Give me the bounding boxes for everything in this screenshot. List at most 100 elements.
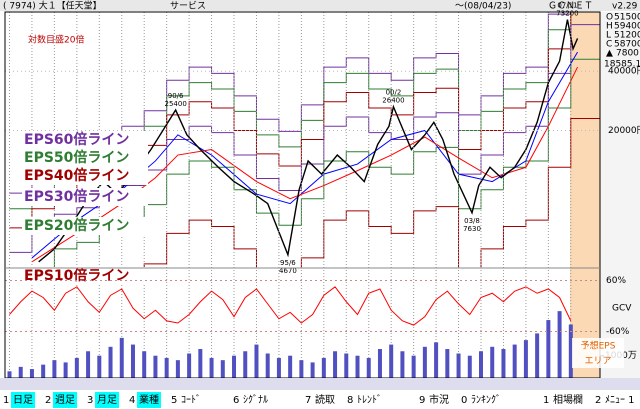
volume-bar	[220, 360, 225, 378]
menu-item[interactable]: 2 ﾒﾆｭｰ 1	[595, 395, 635, 406]
volume-bar	[456, 353, 461, 378]
menu-item[interactable]: 0 ﾗﾝｷﾝｸﾞ	[461, 394, 501, 406]
volume-bar	[299, 360, 304, 378]
volume-bar	[142, 351, 147, 378]
stock-code: ( 7974) 大１【任天堂】	[3, 0, 102, 12]
menu-item[interactable]: 8 ﾄﾚﾝﾄﾞ	[347, 394, 382, 406]
menu-label: 月足	[97, 394, 117, 406]
menu-item[interactable]: 2 週足	[45, 392, 77, 408]
menu-key: 2	[595, 395, 601, 406]
eps-label-bg	[22, 149, 148, 167]
menu-key: 7	[305, 395, 311, 406]
menu-key: 5	[171, 395, 177, 406]
menu-label: ﾗﾝｷﾝｸﾞ	[471, 394, 501, 406]
header-bar	[0, 0, 640, 11]
annotation-value: 4670	[279, 267, 297, 275]
eps-label: EPS60倍ライン	[24, 131, 129, 148]
eps-label: EPS10倍ライン	[24, 267, 129, 284]
menu-key: 9	[419, 395, 425, 406]
gcv-tick-label: 60%	[606, 276, 626, 286]
volume-bar	[209, 357, 214, 378]
date: 〜(08/04/23)	[455, 2, 511, 12]
annotation-date: 90/6	[168, 92, 184, 100]
menu-label: 業種	[139, 393, 159, 406]
right-panel	[600, 12, 640, 378]
volume-bar	[119, 337, 124, 378]
volume-bar	[175, 360, 180, 378]
y-tick-label: 40000円	[608, 66, 640, 77]
volume-bar	[355, 355, 360, 378]
eps-label-bg	[22, 167, 148, 185]
menu-key: 1	[3, 395, 9, 406]
menu-item[interactable]: 5 ｺｰﾄﾞ	[171, 394, 201, 406]
volume-bar	[288, 355, 293, 378]
volume-bar	[411, 355, 416, 378]
volume-bar	[366, 357, 371, 378]
change: 7800	[616, 49, 639, 59]
menu-key: 0	[461, 395, 467, 406]
ohlc-value: 58700	[614, 40, 640, 50]
volume-bar	[41, 364, 46, 378]
annotation-date: 07/11	[557, 2, 577, 10]
volume-bar	[310, 362, 315, 378]
volume-bar	[198, 349, 203, 378]
year-band	[0, 378, 640, 390]
menu-label: ﾄﾚﾝﾄﾞ	[357, 394, 382, 406]
volume-bar	[153, 355, 158, 378]
ohlc-value: 51200	[614, 31, 640, 41]
menu-item[interactable]: 4 業種	[129, 392, 161, 408]
eps-label: EPS20倍ライン	[24, 217, 129, 234]
volume-bar	[254, 344, 259, 378]
annotation-date: 00/2	[386, 89, 402, 97]
brand: ＧＣＮＥＴ	[548, 2, 593, 12]
volume-bar	[130, 344, 135, 378]
menu-item[interactable]: 9 市況	[419, 393, 449, 406]
annotation-date: 95/6	[280, 259, 296, 267]
eps-label-bg	[22, 131, 148, 149]
menu-highlight	[95, 392, 119, 408]
version: v2.29	[612, 2, 638, 12]
sector: サービス	[170, 1, 206, 12]
volume-bar	[490, 346, 495, 378]
menu-item[interactable]: 6 ｼｸﾞﾅﾙ	[233, 394, 268, 406]
gcv-label: GCV	[612, 304, 632, 314]
menu-item[interactable]: 7 読取	[305, 393, 335, 406]
volume-bar	[232, 355, 237, 378]
volume-bar	[74, 357, 79, 378]
menu-label: 読取	[315, 393, 335, 406]
eps-line	[143, 118, 600, 268]
ohlc-value: 59400	[614, 22, 640, 32]
menu-item[interactable]: 3 月足	[87, 392, 119, 408]
volume-bar	[7, 371, 12, 378]
y-tick-label: 20000円	[608, 125, 640, 136]
ohlc-label: H	[606, 22, 613, 32]
volume-bar	[400, 351, 405, 378]
volume-bar	[422, 346, 427, 378]
eps-label: EPS50倍ライン	[24, 149, 129, 166]
volume-bar	[501, 349, 506, 378]
gcv-tick-label: -60%	[606, 327, 630, 337]
menu-key: 3	[87, 395, 93, 406]
chart-title: 対数目盛20倍	[28, 34, 84, 46]
volume-bar	[276, 357, 281, 378]
forecast-area	[570, 12, 600, 378]
volume-bar	[97, 355, 102, 378]
volume-bar	[344, 353, 349, 378]
menu-highlight	[137, 392, 161, 408]
volume-bar	[164, 357, 169, 378]
volume-bar	[321, 357, 326, 378]
menu-item[interactable]: 1 日足	[3, 392, 35, 408]
menu-highlight	[11, 392, 35, 408]
menu-label: ｺｰﾄﾞ	[181, 394, 201, 406]
volume-bar	[389, 344, 394, 378]
volume-bar	[377, 349, 382, 378]
menu-item[interactable]: 1 相場欄	[543, 393, 583, 406]
ohlc-label: O	[606, 13, 613, 23]
forecast-label: エリア	[584, 357, 611, 367]
annotation-value: 7630	[463, 225, 481, 233]
menu-highlight	[53, 392, 77, 408]
menu-label: 市況	[429, 393, 449, 406]
eps-label-bg	[22, 188, 148, 206]
volume-bar	[52, 360, 57, 378]
